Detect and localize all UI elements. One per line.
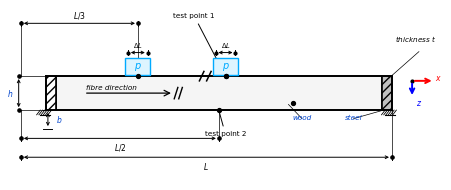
Text: $\Delta L$: $\Delta L$ [133,41,143,50]
Bar [55,76,382,110]
Text: fibre direction: fibre direction [86,85,137,91]
Text: $L/2$: $L/2$ [114,142,126,153]
Text: $L/3$: $L/3$ [73,10,86,21]
Text: $\Delta L$: $\Delta L$ [221,41,230,50]
Text: test point 2: test point 2 [205,113,246,138]
Text: $z$: $z$ [416,99,422,108]
Text: $h$: $h$ [7,88,14,99]
Text: $b$: $b$ [56,114,63,125]
Text: $p$: $p$ [134,61,142,73]
Bar [213,58,238,75]
Bar [382,76,392,110]
Bar [46,76,55,110]
Bar [125,58,150,75]
Text: $L$: $L$ [203,161,209,172]
Text: $x$: $x$ [436,74,442,83]
Text: steel: steel [345,116,363,121]
Text: wood: wood [292,116,312,121]
Text: thickness $t$: thickness $t$ [395,34,437,44]
Text: test point 1: test point 1 [173,13,224,74]
Text: $p$: $p$ [221,61,230,73]
